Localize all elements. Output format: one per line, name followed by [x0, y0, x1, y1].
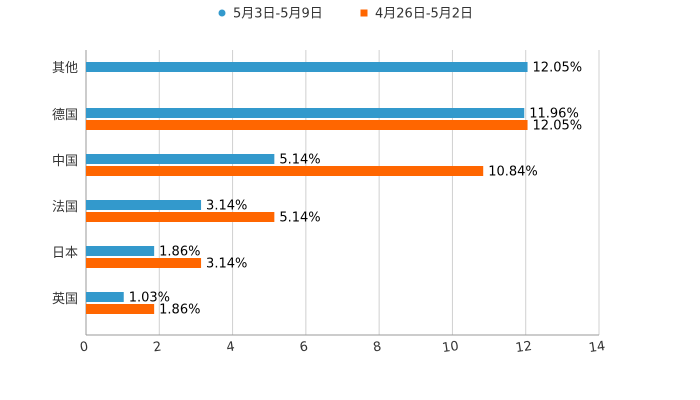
category-label: 中国: [52, 154, 78, 169]
x-tick-labels: 0 2 4 6 8 10 12 14: [79, 339, 606, 356]
data-label: 5.14%: [279, 153, 320, 168]
data-labels: 12.05%11.96%12.05%5.14%10.84%3.14%5.14%1…: [129, 61, 582, 318]
legend-marker-series-1: [218, 9, 226, 17]
category-label: 日本: [52, 246, 78, 261]
x-tick-label: 12: [515, 339, 533, 356]
data-label: 1.86%: [159, 303, 200, 318]
legend-label: 5月3日-5月9日: [233, 7, 323, 22]
bar-series-1: [86, 108, 525, 118]
data-label: 11.96%: [529, 107, 579, 122]
bar-series-1: [86, 154, 275, 164]
grid-lines: [85, 50, 600, 336]
x-tick-label: 14: [588, 339, 606, 356]
data-label: 1.86%: [159, 245, 200, 260]
bar-series-2: [86, 258, 202, 268]
data-label: 1.03%: [129, 291, 170, 306]
bar-series-2: [86, 120, 528, 130]
data-label: 10.84%: [488, 165, 538, 180]
category-label: 德国: [52, 108, 78, 123]
bars: [86, 62, 528, 314]
category-label: 其他: [52, 61, 78, 76]
x-tick-label: 10: [441, 339, 459, 356]
legend-marker-series-2: [360, 9, 368, 17]
bar-series-1: [86, 246, 155, 256]
data-label: 5.14%: [279, 211, 320, 226]
x-tick-label: 6: [299, 339, 309, 355]
data-label: 12.05%: [533, 61, 583, 76]
category-label: 英国: [52, 292, 78, 307]
bar-series-1: [86, 200, 202, 210]
category-label: 法国: [52, 200, 78, 215]
bar-series-2: [86, 212, 275, 222]
bar-series-2: [86, 304, 155, 314]
bar-series-1: [86, 292, 124, 302]
x-tick-label: 8: [372, 339, 382, 355]
data-label: 12.05%: [533, 119, 583, 134]
x-tick-label: 0: [79, 339, 89, 355]
bar-series-2: [86, 166, 484, 176]
x-tick-label: 4: [225, 339, 235, 355]
bar-series-1: [86, 62, 528, 72]
data-label: 3.14%: [206, 257, 247, 272]
data-label: 3.14%: [206, 199, 247, 214]
legend-label: 4月26日-5月2日: [375, 7, 473, 22]
legend: 5月3日-5月9日 4月26日-5月2日: [218, 7, 473, 22]
x-tick-label: 2: [152, 339, 162, 355]
